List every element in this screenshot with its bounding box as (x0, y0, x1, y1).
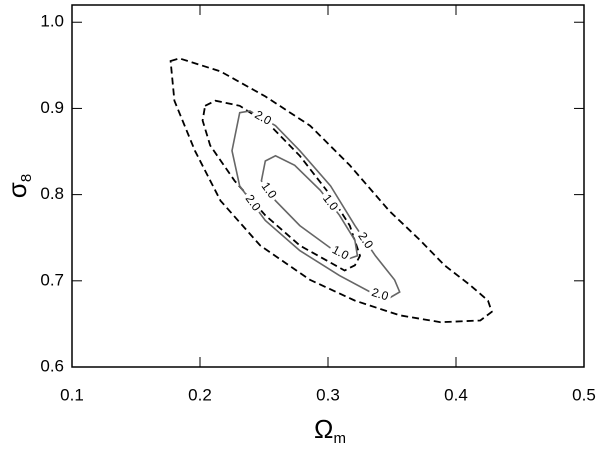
y-axis-label: σ8 (2, 174, 35, 198)
x-axis-label-main: Ω (314, 414, 333, 444)
contour-label-bg (317, 189, 343, 216)
y-tick-label: 0.6 (40, 356, 64, 375)
x-axis-label-sub: m (333, 430, 346, 447)
contour-label-bg (256, 177, 281, 204)
contour-label: 2.0 (370, 285, 390, 303)
y-axis-label-main: σ (2, 182, 32, 198)
x-axis-label: Ωm (314, 414, 346, 447)
x-tick-label: 0.2 (188, 385, 212, 404)
contour-label-group: 1.0 (256, 177, 281, 204)
contour-line (260, 154, 359, 260)
y-tick-label: 1.0 (40, 12, 64, 31)
contour-line (169, 57, 493, 324)
y-tick-label: 0.7 (40, 270, 64, 289)
x-tick-label: 0.4 (444, 385, 468, 404)
contour-label-group: 2.0 (367, 285, 393, 306)
y-tick-label: 0.9 (40, 98, 64, 117)
contour-label-bg (367, 285, 393, 306)
contour-label-bg (249, 106, 276, 130)
contour-label-group: 1.0 (317, 189, 343, 216)
x-tick-label: 0.3 (316, 385, 340, 404)
contour-label-bg (327, 241, 354, 265)
contour-label-group: 2.0 (353, 227, 378, 254)
y-axis-label-sub: 8 (18, 174, 35, 182)
contour-label-bg (240, 190, 265, 217)
y-tick-label: 0.8 (40, 184, 64, 203)
plot-frame (71, 4, 585, 368)
contour-label-group: 1.0 (327, 241, 354, 265)
contour-label-group: 2.0 (240, 190, 265, 217)
x-tick-label: 0.1 (60, 385, 84, 404)
contour-label-bg (353, 227, 378, 254)
x-tick-label: 0.5 (572, 385, 596, 404)
contour-label-group: 2.0 (249, 106, 276, 130)
